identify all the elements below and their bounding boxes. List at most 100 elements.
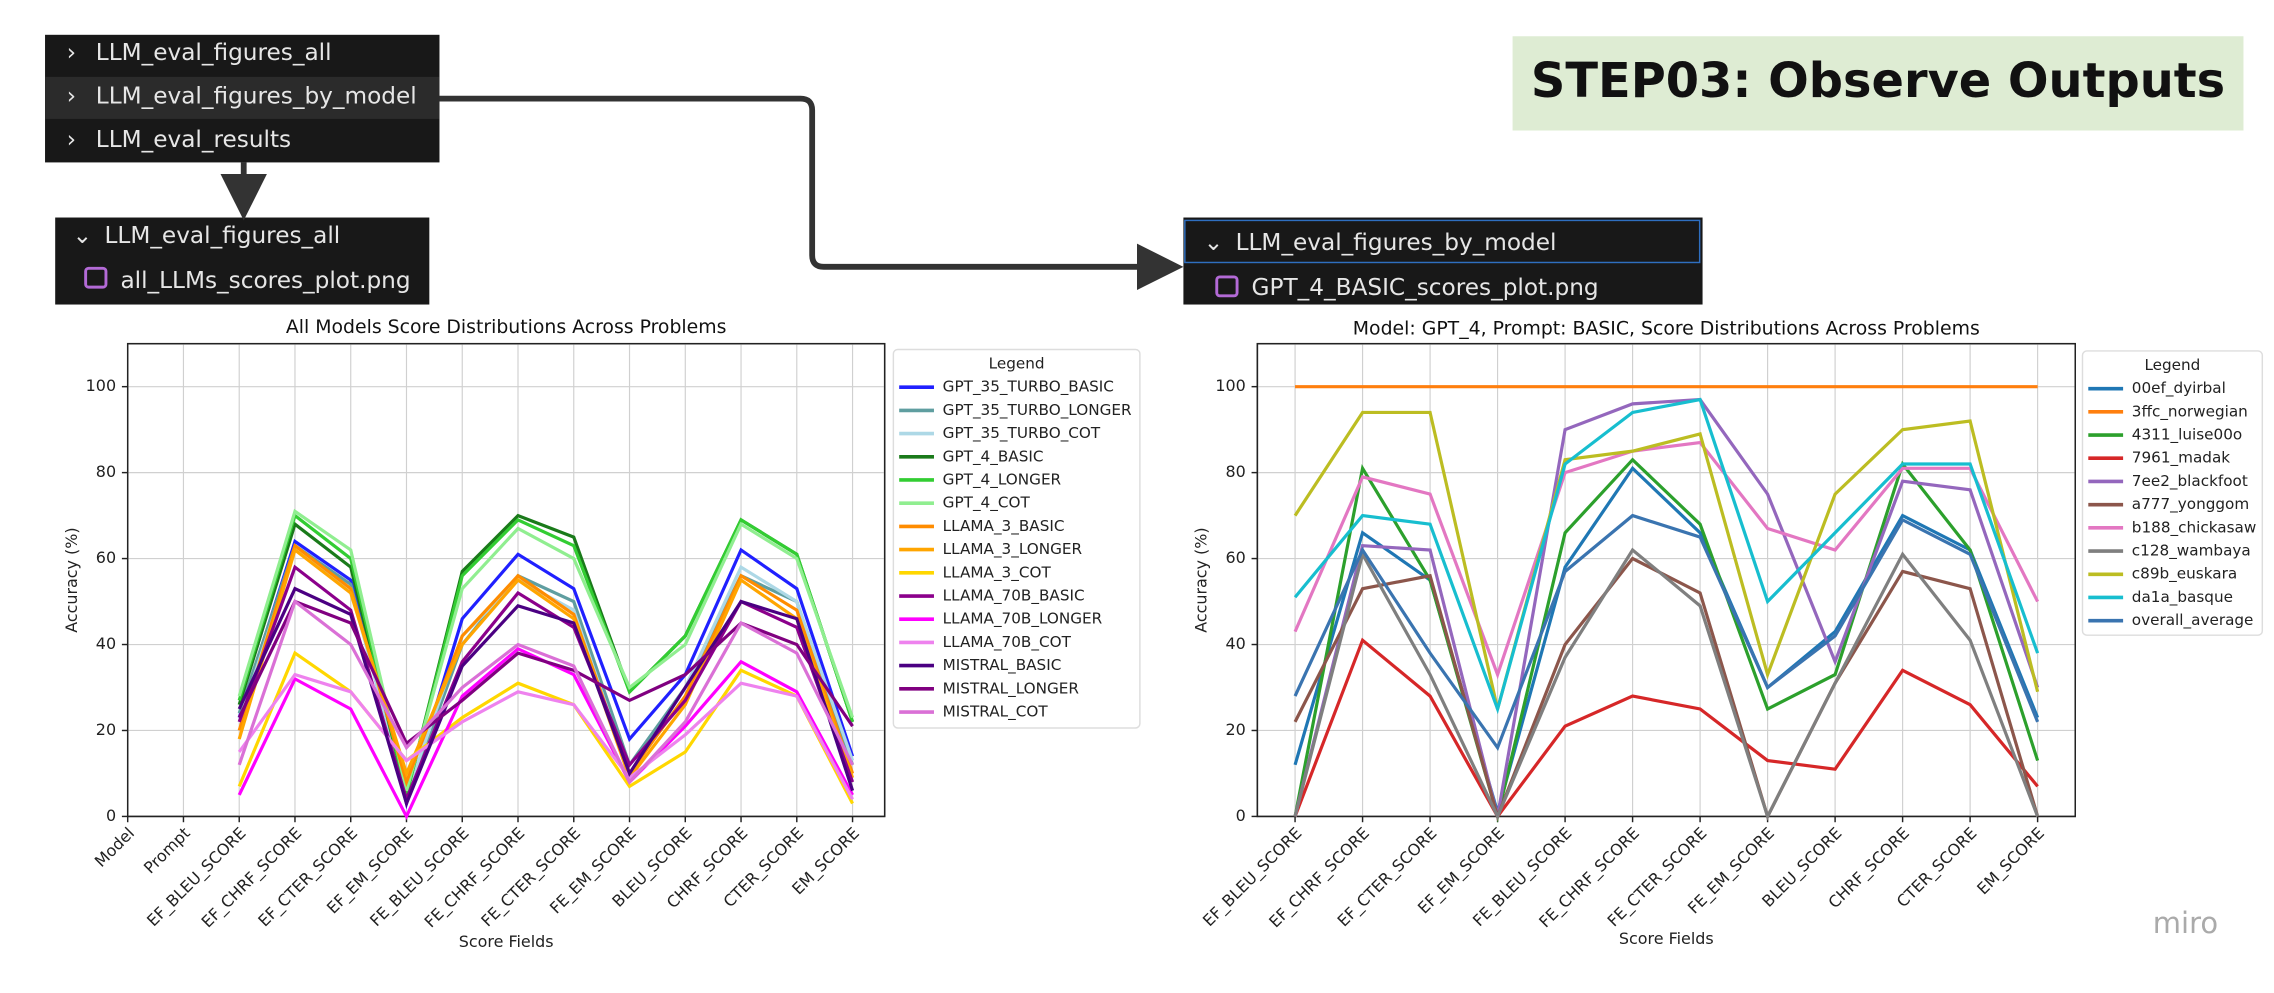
y-axis-label: Accuracy (%) [1192,527,1211,632]
chevron: › [67,83,76,110]
y-tick-label: 60 [96,548,116,567]
chevron: › [67,39,76,66]
series-line [1293,513,2040,752]
series-line [1293,397,2040,715]
series-line [1293,547,2040,821]
legend-label: 7961_madak [2132,449,2230,468]
y-tick-label: 60 [1225,548,1245,567]
legend-title: Legend [2144,356,2200,374]
series-line [1293,440,2040,680]
folder-panel [1183,217,1703,305]
series-line [1293,457,2040,823]
x-tick-label: EF_BLEU_SCORE [143,824,250,931]
plot-area [126,342,886,818]
x-tick-label: FE_BLEU_SCORE [366,824,473,931]
series-line [237,508,855,792]
folder[interactable]: LLM_eval_results [96,126,291,153]
folder[interactable]: LLM_eval_figures_by_model [96,83,417,110]
folder[interactable]: LLM_eval_figures_all [96,39,332,66]
series-line [237,586,855,809]
x-tick-label: Prompt [140,824,194,878]
series-line [237,543,855,788]
legend-label: c128_wambaya [2132,542,2251,561]
legend-label: 3ffc_norwegian [2132,402,2248,421]
legend-label: LLAMA_3_BASIC [943,517,1065,536]
y-tick-label: 20 [1225,720,1245,739]
legend-label: LLAMA_3_LONGER [943,540,1083,559]
series-line [1293,410,2040,710]
legend-label: LLAMA_70B_LONGER [943,610,1103,629]
y-tick-label: 100 [1215,376,1245,395]
chevron: ⌄ [73,222,92,249]
file[interactable]: all_LLMs_scores_plot.png [120,267,410,294]
focus-ring [1184,219,1701,264]
y-tick-label: 80 [96,462,116,481]
connector [439,95,1184,291]
legend-label: overall_average [2132,611,2254,630]
series-line [1293,556,2040,822]
legend [892,348,1141,729]
series-line [237,547,855,782]
legend-label: c89b_euskara [2132,565,2237,584]
chart-title: Model: GPT_4, Prompt: BASIC, Score Distr… [1353,319,1980,340]
x-tick-label: EF_CHRF_SCORE [198,824,307,933]
folder-panel [55,217,430,305]
legend-label: LLAMA_70B_BASIC [943,587,1085,606]
selected-row [45,76,440,119]
legend-label: GPT_4_COT [943,494,1031,513]
x-tick-label: Model [91,824,138,871]
legend-label: MISTRAL_COT [943,703,1049,722]
y-tick-label: 20 [96,720,116,739]
series-line [237,598,854,785]
y-tick-label: 40 [1225,634,1245,653]
legend-label: b188_chickasaw [2132,518,2257,537]
image-icon [1215,275,1239,298]
legend-label: 00ef_dyirbal [2132,379,2226,398]
x-tick-label: EF_CTER_SCORE [254,824,362,932]
x-axis-label: Score Fields [459,932,554,951]
legend-label: 7ee2_blackfoot [2132,472,2248,491]
series-line [1293,465,2040,818]
legend-label: GPT_4_BASIC [943,447,1044,466]
legend-label: 4311_luise00o [2132,426,2242,445]
sticky-note [1512,36,2244,131]
legend-label: LLAMA_70B_COT [943,633,1072,652]
series-line [237,538,855,810]
legend-title: Legend [989,354,1045,372]
chevron: › [67,126,76,153]
legend-label: GPT_35_TURBO_LONGER [943,401,1132,420]
y-tick-label: 0 [106,806,116,825]
plot-area [1256,342,2076,818]
series-line [237,512,855,796]
folder[interactable]: LLM_eval_figures_all [104,222,340,249]
x-axis-label: Score Fields [1619,929,1714,948]
legend-label: GPT_4_LONGER [943,470,1062,489]
y-tick-label: 0 [1236,806,1246,825]
legend-label: da1a_basque [2132,588,2233,607]
legend-label: MISTRAL_LONGER [943,679,1080,698]
chevron: ⌄ [1204,229,1223,256]
plot-frame [1256,342,2076,818]
step-label: STEP03: Observe Outputs [1531,54,2225,109]
file[interactable]: GPT_4_BASIC_scores_plot.png [1252,274,1599,301]
series-line [1293,397,2040,817]
y-tick-label: 100 [86,376,116,395]
y-tick-label: 40 [96,634,116,653]
x-tick-label: FE_CTER_SCORE [477,824,585,932]
series-line [237,672,854,800]
legend-label: GPT_35_TURBO_COT [943,424,1101,443]
x-tick-label: FE_CHRF_SCORE [421,824,530,933]
chart-title: All Models Score Distributions Across Pr… [286,317,727,338]
legend-label: LLAMA_3_COT [943,563,1052,582]
x-tick-label: EM_SCORE [1973,824,2048,899]
folder[interactable]: LLM_eval_figures_by_model [1236,229,1557,256]
y-tick-label: 80 [1225,462,1245,481]
legend-label: GPT_35_TURBO_BASIC [943,378,1114,397]
legend-label: a777_yonggom [2132,495,2249,514]
y-axis-label: Accuracy (%) [62,527,81,632]
legend [2081,350,2264,636]
series-line [1293,637,2039,820]
image-icon [84,266,108,289]
brand: miro [2153,906,2218,940]
